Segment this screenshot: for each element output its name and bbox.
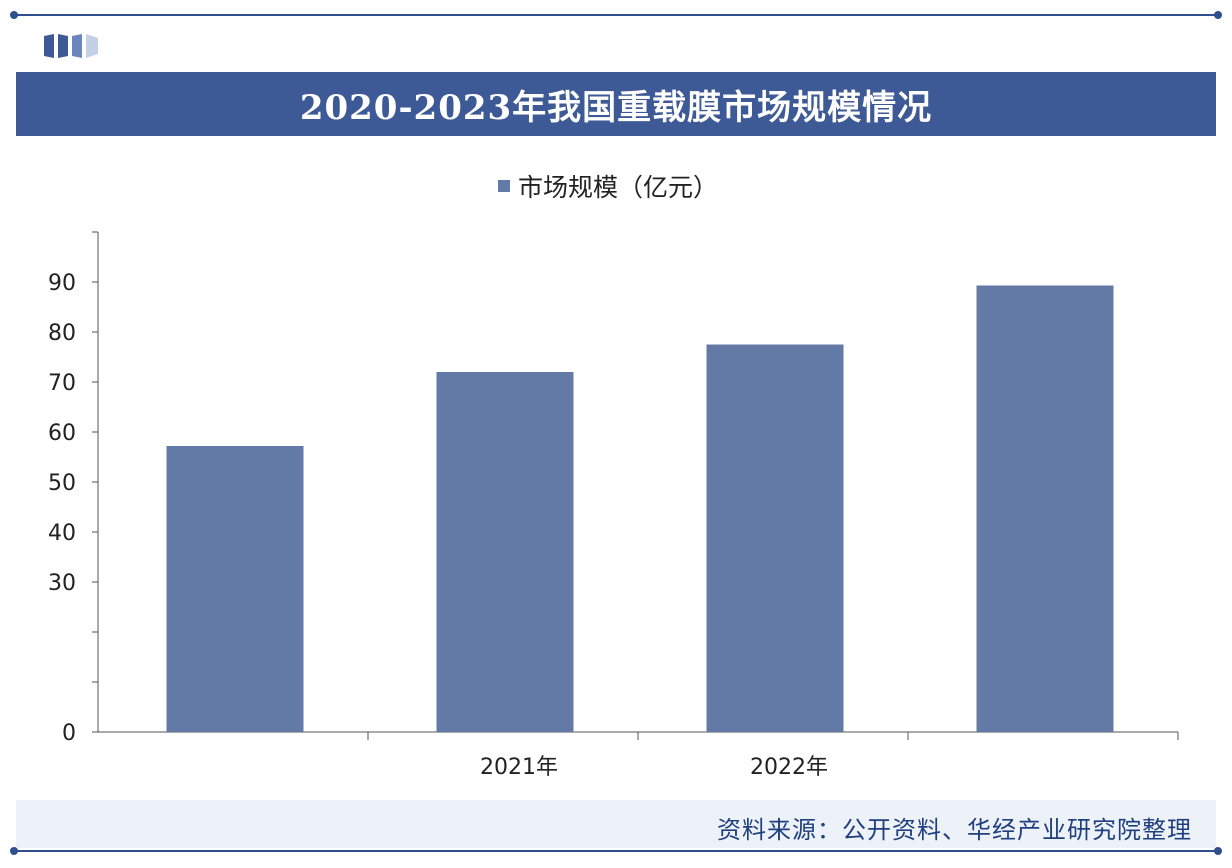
bar xyxy=(436,372,574,732)
y-tick-label: 90 xyxy=(48,271,76,296)
legend-label: 市场规模（亿元） xyxy=(518,173,719,202)
chart-legend: 市场规模（亿元） xyxy=(498,170,718,202)
y-tick-label: 0 xyxy=(62,721,76,746)
chart-title: 2020-2023年我国重载膜市场规模情况 xyxy=(299,87,933,128)
bar xyxy=(706,344,844,732)
y-tick-label: 50 xyxy=(48,471,76,496)
bar-chart: 0 30 40 50 60 70 80 90 2021年 2022年 xyxy=(48,231,1179,780)
source-bar: 资料来源：公开资料、华经产业研究院整理 xyxy=(16,800,1216,848)
y-tick-label: 70 xyxy=(48,371,76,396)
x-tick-label: 2021年 xyxy=(480,755,558,780)
bar xyxy=(976,285,1114,732)
y-tick-label: 40 xyxy=(48,521,76,546)
y-tick-label: 30 xyxy=(48,571,76,596)
y-tick-label: 80 xyxy=(48,321,76,346)
title-bar: 2020-2023年我国重载膜市场规模情况 xyxy=(16,72,1216,136)
bottom-rule xyxy=(10,847,1222,855)
x-tick-label: 2022年 xyxy=(750,755,828,780)
y-tick-label: 60 xyxy=(48,421,76,446)
top-rule xyxy=(10,11,1222,19)
legend-swatch xyxy=(498,180,510,192)
logo xyxy=(44,34,98,58)
bar xyxy=(166,446,304,732)
source-note: 资料来源：公开资料、华经产业研究院整理 xyxy=(717,816,1192,844)
